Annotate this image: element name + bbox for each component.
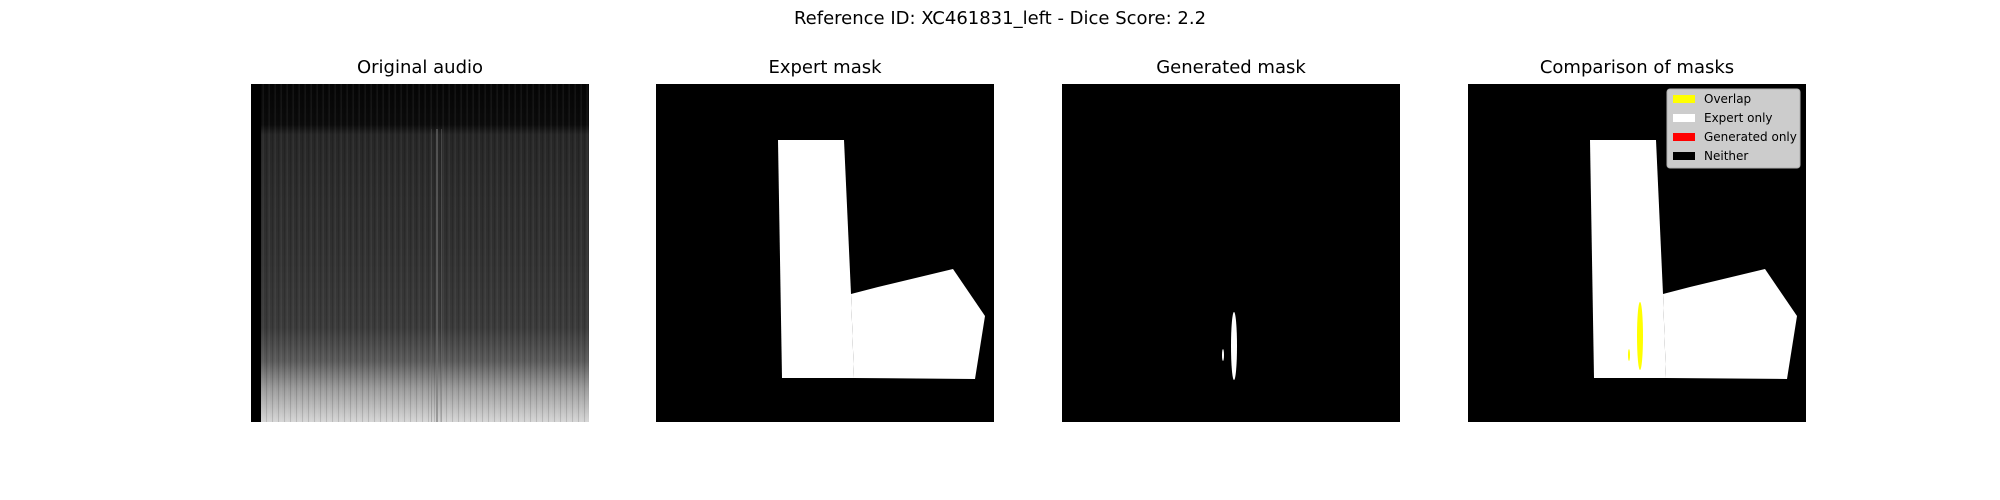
expert-mask-panel: Expert mask: [656, 57, 994, 422]
legend-swatch-expert-only: [1673, 114, 1695, 122]
generated-mask-image: [1062, 84, 1400, 422]
expert-mask-region: [851, 269, 985, 379]
legend-label-neither: Neither: [1704, 149, 1748, 163]
expert-mask-title: Expert mask: [768, 57, 882, 78]
expert-only-region: [1590, 140, 1666, 378]
generated-mask-region: [1222, 349, 1224, 361]
expert-mask-image: [656, 84, 994, 422]
overlap-region: [1637, 302, 1643, 370]
figure-title: Reference ID: XC461831_left - Dice Score…: [793, 8, 1207, 29]
expert-mask-region: [778, 140, 854, 378]
spectrogram-image: [251, 84, 589, 422]
original-audio-title: Original audio: [356, 57, 484, 78]
legend-swatch-generated-only: [1673, 133, 1695, 141]
generated-mask-panel: Generated mask: [1062, 57, 1400, 422]
expert-only-region: [1663, 269, 1797, 379]
comparison-image: Overlap Expert only Generated only Neith…: [1468, 84, 1806, 422]
original-audio-panel: Original audio: [251, 57, 589, 422]
legend-label-overlap: Overlap: [1704, 92, 1751, 106]
comparison-panel: Comparison of masks Overlap Expert only …: [1468, 57, 1806, 422]
comparison-title: Comparison of masks: [1539, 57, 1735, 78]
legend: Overlap Expert only Generated only Neith…: [1666, 88, 1801, 169]
overlap-region: [1628, 349, 1630, 361]
generated-mask-region: [1231, 312, 1237, 380]
legend-label-expert-only: Expert only: [1704, 111, 1773, 125]
generated-mask-title: Generated mask: [1156, 57, 1306, 78]
legend-label-generated-only: Generated only: [1704, 130, 1797, 144]
legend-swatch-overlap: [1673, 95, 1695, 103]
legend-swatch-neither: [1673, 152, 1695, 160]
